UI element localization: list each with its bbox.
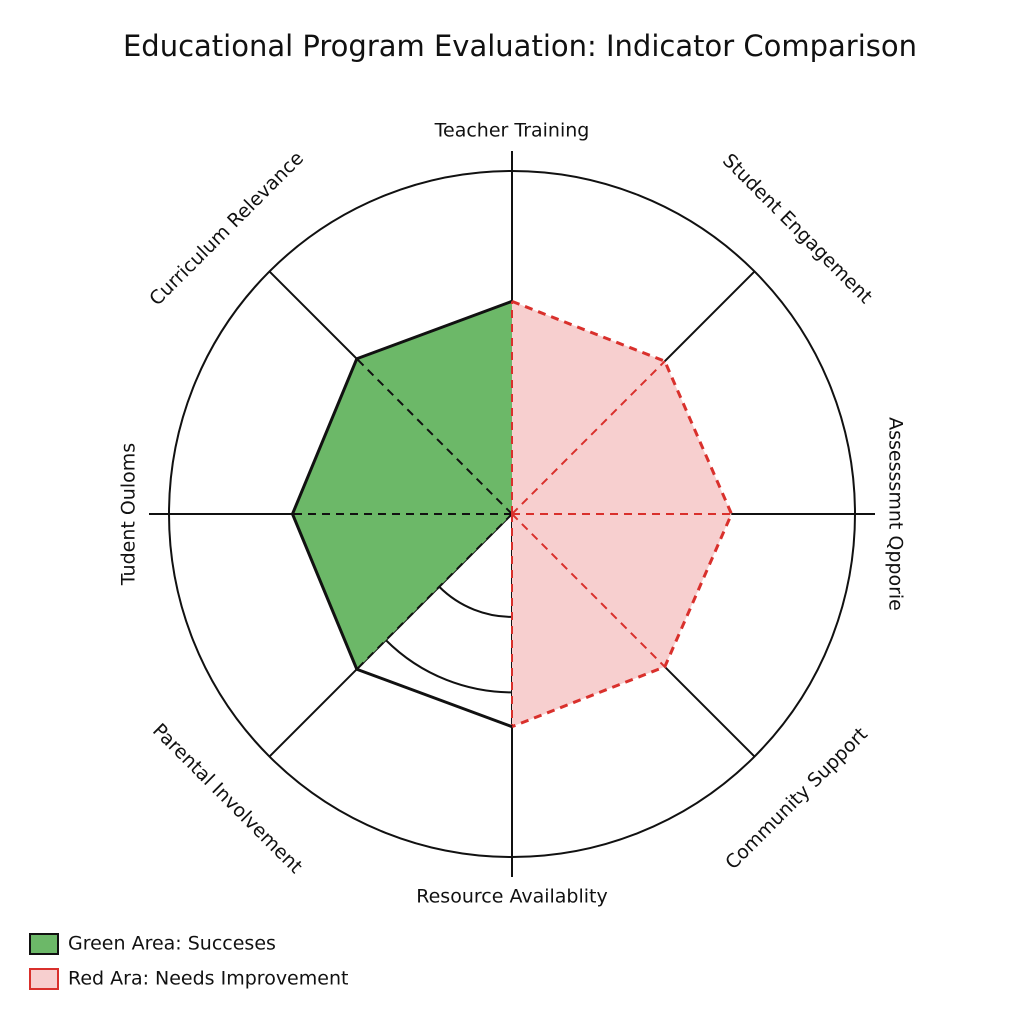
legend-label: Green Area: Succeses [68,933,276,955]
legend-swatch [29,968,59,990]
series-outline [511,299,734,729]
outline-connector [356,667,513,729]
legend-label: Red Ara: Needs Improvement [68,968,348,990]
legend-swatch [29,933,59,955]
series-area [292,301,512,670]
series-spoke [356,358,513,515]
axis-label: Tudent Ouloms [118,443,140,586]
chart-title: Educational Program Evaluation: Indicato… [123,29,917,63]
axis-label: Teacher Training [434,120,590,142]
series-spoke [356,513,513,670]
axis-label: Resource Availablity [416,886,607,908]
series-area [512,301,732,727]
axis-label: Assesssmnt Qpporie [885,417,907,611]
series-outline [290,299,513,670]
